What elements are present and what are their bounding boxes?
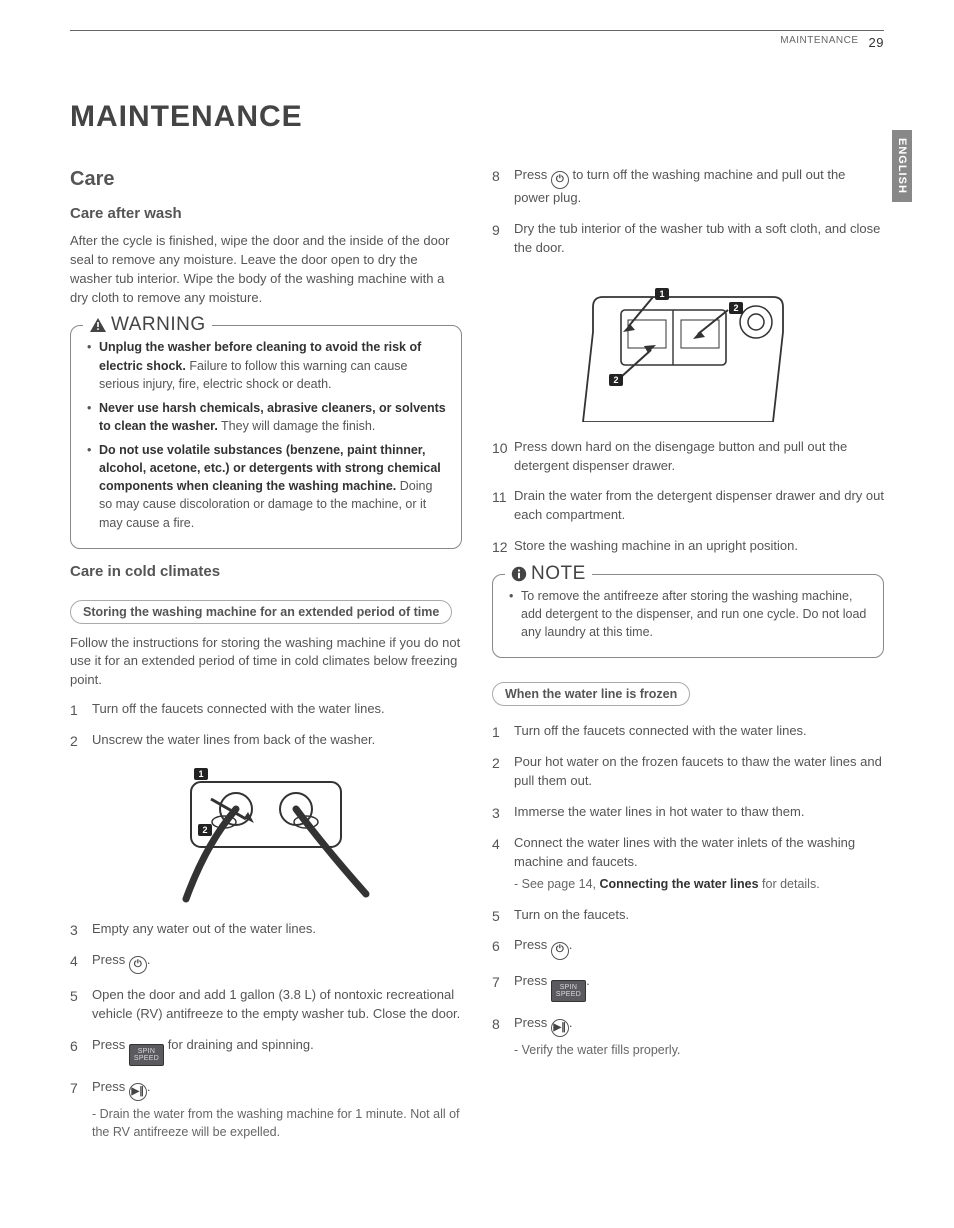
warning-item: Never use harsh chemicals, abrasive clea…	[87, 399, 447, 435]
step: Drain the water from the detergent dispe…	[492, 487, 884, 525]
spin-speed-icon: SPINSPEED	[551, 980, 586, 1002]
note-icon	[511, 566, 527, 582]
storage-steps-3-7: Empty any water out of the water lines. …	[70, 920, 462, 1141]
step: Open the door and add 1 gallon (3.8 L) o…	[70, 986, 462, 1024]
step: Press ▶∥. - Drain the water from the was…	[70, 1078, 462, 1142]
power-icon: ⏻	[129, 956, 147, 974]
step: Press SPINSPEED for draining and spinnin…	[70, 1036, 462, 1066]
step: Press ▶∥. - Verify the water fills prope…	[492, 1014, 884, 1059]
left-column: Care Care after wash After the cycle is …	[70, 160, 462, 1153]
storage-steps-1-7: Turn off the faucets connected with the …	[70, 700, 462, 750]
step: Empty any water out of the water lines.	[70, 920, 462, 939]
storage-steps-8-12: Press ⏻ to turn off the washing machine …	[492, 166, 884, 258]
step: Press SPINSPEED.	[492, 972, 884, 1002]
play-pause-icon: ▶∥	[551, 1019, 569, 1037]
page-header: MAINTENANCE 29	[70, 35, 884, 50]
note-item: To remove the antifreeze after storing t…	[509, 587, 869, 641]
power-icon: ⏻	[551, 942, 569, 960]
note-label: NOTE	[531, 563, 586, 585]
language-tab: ENGLISH	[892, 130, 912, 202]
warning-item: Do not use volatile substances (benzene,…	[87, 441, 447, 532]
step: Press down hard on the disengage button …	[492, 438, 884, 476]
warning-title: WARNING	[83, 314, 212, 336]
storing-pill: Storing the washing machine for an exten…	[70, 600, 452, 624]
storage-steps-10-12: Press down hard on the disengage button …	[492, 438, 884, 556]
svg-text:1: 1	[659, 289, 664, 299]
frozen-pill: When the water line is frozen	[492, 682, 690, 706]
care-after-wash-body: After the cycle is finished, wipe the do…	[70, 232, 462, 307]
cold-intro: Follow the instructions for storing the …	[70, 634, 462, 691]
step: Unscrew the water lines from back of the…	[70, 731, 462, 750]
svg-text:1: 1	[198, 769, 203, 779]
water-line-figure: 1 2	[70, 764, 462, 904]
dispenser-figure: 1 2 2	[492, 272, 884, 422]
power-icon: ⏻	[551, 171, 569, 189]
care-after-wash-heading: Care after wash	[70, 205, 462, 222]
warning-label: WARNING	[111, 314, 206, 336]
step: Turn off the faucets connected with the …	[70, 700, 462, 719]
step: Turn off the faucets connected with the …	[492, 722, 884, 741]
step: Immerse the water lines in hot water to …	[492, 803, 884, 822]
header-section: MAINTENANCE	[780, 35, 858, 50]
play-pause-icon: ▶∥	[129, 1083, 147, 1101]
step: Pour hot water on the frozen faucets to …	[492, 753, 884, 791]
right-column: Press ⏻ to turn off the washing machine …	[492, 160, 884, 1153]
step: Connect the water lines with the water i…	[492, 834, 884, 894]
svg-text:2: 2	[613, 375, 618, 385]
page-title: MAINTENANCE	[70, 100, 884, 134]
note-title: NOTE	[505, 563, 592, 585]
step: Press ⏻.	[492, 936, 884, 959]
step: Press ⏻ to turn off the washing machine …	[492, 166, 884, 208]
spin-speed-icon: SPINSPEED	[129, 1044, 164, 1066]
step: Store the washing machine in an upright …	[492, 537, 884, 556]
step: Press ⏻.	[70, 951, 462, 974]
warning-icon	[89, 317, 107, 333]
warning-item: Unplug the washer before cleaning to avo…	[87, 338, 447, 392]
step: Dry the tub interior of the washer tub w…	[492, 220, 884, 258]
step: Turn on the faucets.	[492, 906, 884, 925]
warning-box: WARNING Unplug the washer before cleanin…	[70, 325, 462, 548]
svg-text:2: 2	[202, 825, 207, 835]
note-box: NOTE To remove the antifreeze after stor…	[492, 574, 884, 658]
frozen-steps: Turn off the faucets connected with the …	[492, 722, 884, 1059]
care-heading: Care	[70, 168, 462, 191]
page-number: 29	[869, 35, 884, 50]
cold-heading: Care in cold climates	[70, 563, 462, 580]
svg-text:2: 2	[733, 303, 738, 313]
